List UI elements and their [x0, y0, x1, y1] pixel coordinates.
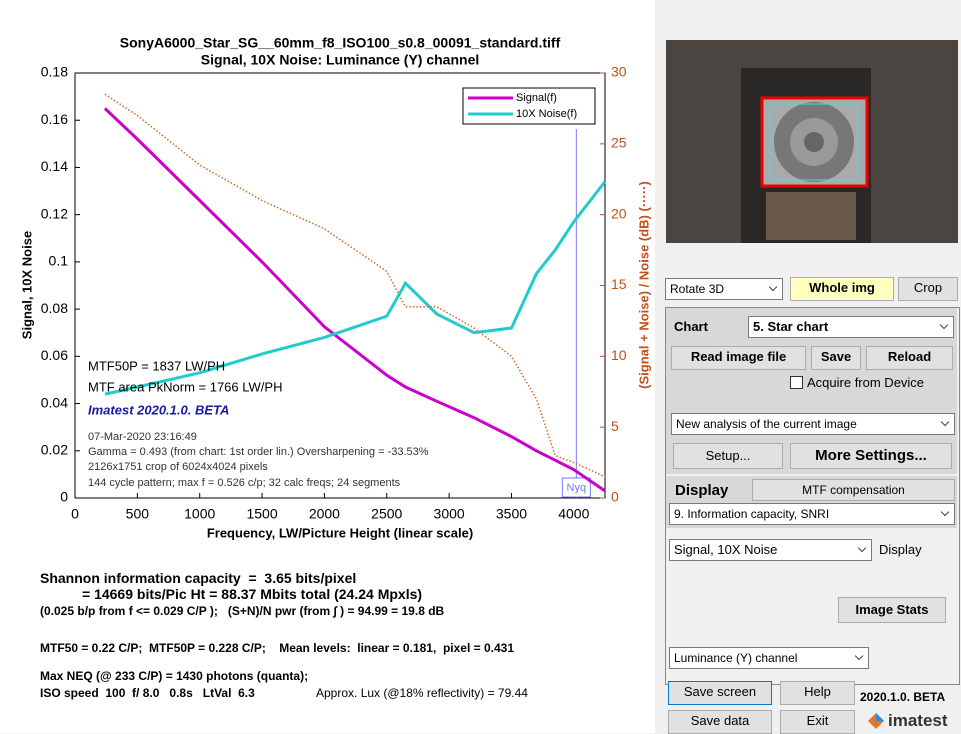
annotation: Gamma = 0.493 (from chart: 1st order lin… [88, 446, 429, 458]
plot-display-label: Display [879, 542, 922, 557]
x-axis-label: Frequency, LW/Picture Height (linear sca… [207, 525, 473, 540]
x-tick-label: 3000 [434, 506, 465, 522]
y-axis-label: Signal, 10X Noise [19, 231, 34, 339]
acquire-label: Acquire from Device [807, 375, 924, 390]
brand-name: imatest [888, 711, 948, 731]
annotation: 144 cycle pattern; max f = 0.526 c/p; 32… [88, 477, 401, 489]
channel-select[interactable]: Luminance (Y) channel [669, 647, 869, 669]
mtf-compensation-button[interactable]: MTF compensation [752, 479, 955, 501]
setup-button[interactable]: Setup... [673, 443, 783, 469]
acquire-checkbox[interactable] [790, 376, 803, 389]
y-tick-label: 0.04 [41, 394, 68, 410]
y2-tick-label: 10 [611, 347, 627, 363]
exit-button[interactable]: Exit [780, 710, 855, 734]
iso: ISO speed 100 f/ 8.0 0.8s LtVal 6.3 [40, 686, 255, 700]
display-label: Display [675, 482, 728, 499]
y-tick-label: 0.1 [49, 253, 69, 269]
y2-tick-label: 15 [611, 276, 627, 292]
crop-button[interactable]: Crop [898, 277, 958, 301]
save-screen-button[interactable]: Save screen [668, 681, 772, 705]
capacity-bits: = 14669 bits/Pic Ht = 88.37 Mbits total … [82, 586, 422, 602]
reload-button[interactable]: Reload [866, 346, 953, 370]
chart-title: SonyA6000_Star_SG__60mm_f8_ISO100_s0.8_0… [120, 35, 561, 51]
y-tick-label: 0.12 [41, 205, 68, 221]
more-settings-button[interactable]: More Settings... [790, 443, 952, 469]
y2-tick-label: 30 [611, 64, 627, 80]
save-data-button[interactable]: Save data [668, 710, 772, 734]
help-button[interactable]: Help [780, 681, 855, 705]
legend-label: Signal(f) [516, 92, 557, 104]
y-tick-label: 0.16 [41, 111, 68, 127]
chart: SonyA6000_Star_SG__60mm_f8_ISO100_s0.8_0… [0, 0, 655, 545]
image-thumbnail [666, 40, 958, 243]
y-tick-label: 0.14 [41, 158, 68, 174]
analysis-select[interactable]: New analysis of the current image [671, 413, 955, 435]
annotation: MTF area PkNorm = 1766 LW/PH [88, 379, 282, 394]
whole-img-button[interactable]: Whole img [790, 277, 894, 301]
chart-label: Chart [674, 319, 708, 334]
plot-select[interactable]: Signal, 10X Noise [669, 539, 872, 561]
y2-tick-label: 25 [611, 135, 627, 151]
app-window: SonyA6000_Star_SG__60mm_f8_ISO100_s0.8_0… [0, 0, 961, 733]
x-tick-label: 1000 [184, 506, 215, 522]
mtf: MTF50 = 0.22 C/P; MTF50P = 0.228 C/P; Me… [40, 641, 514, 655]
chart-select[interactable]: 5. Star chart [748, 316, 954, 338]
x-tick-label: 0 [71, 506, 79, 522]
annotation: 2126x1751 crop of 6024x4024 pixels [88, 461, 268, 473]
rotate-select[interactable]: Rotate 3D [665, 278, 783, 300]
capacity: Shannon information capacity = 3.65 bits… [40, 570, 356, 586]
nyquist-label: Nyq [567, 482, 587, 494]
x-tick-label: 3500 [496, 506, 527, 522]
x-tick-label: 2500 [371, 506, 402, 522]
y-tick-label: 0.06 [41, 347, 68, 363]
annotation: 07-Mar-2020 23:16:49 [88, 431, 197, 443]
y2-axis-label: (Signal + Noise) / Noise (dB) (·····) [636, 181, 651, 389]
x-tick-label: 1500 [246, 506, 277, 522]
x-tick-label: 500 [126, 506, 150, 522]
y-tick-label: 0.18 [41, 64, 68, 80]
brand-logo [866, 712, 886, 730]
annotation: Imatest 2020.1.0. BETA [88, 402, 229, 417]
neq: Max NEQ (@ 233 C/P) = 1430 photons (quan… [40, 669, 308, 683]
image-stats-button[interactable]: Image Stats [838, 597, 946, 623]
y2-tick-label: 5 [611, 418, 619, 434]
legend-label: 10X Noise(f) [516, 108, 577, 120]
x-tick-label: 4000 [558, 506, 589, 522]
y-tick-label: 0 [60, 489, 68, 505]
y2-tick-label: 0 [611, 489, 619, 505]
y-tick-label: 0.08 [41, 300, 68, 316]
read-image-button[interactable]: Read image file [671, 346, 806, 370]
lux: Approx. Lux (@18% reflectivity) = 79.44 [316, 686, 528, 700]
display-select[interactable]: 9. Information capacity, SNRI [669, 503, 955, 525]
annotation: MTF50P = 1837 LW/PH [88, 358, 225, 373]
version-label: 2020.1.0. BETA [860, 690, 945, 704]
y2-tick-label: 20 [611, 205, 627, 221]
save-button[interactable]: Save [811, 346, 861, 370]
x-tick-label: 2000 [309, 506, 340, 522]
y-tick-label: 0.02 [41, 441, 68, 457]
snr: (0.025 b/p from f <= 0.029 C/P ); (S+N)/… [40, 604, 444, 618]
chart-subtitle: Signal, 10X Noise: Luminance (Y) channel [201, 52, 480, 68]
